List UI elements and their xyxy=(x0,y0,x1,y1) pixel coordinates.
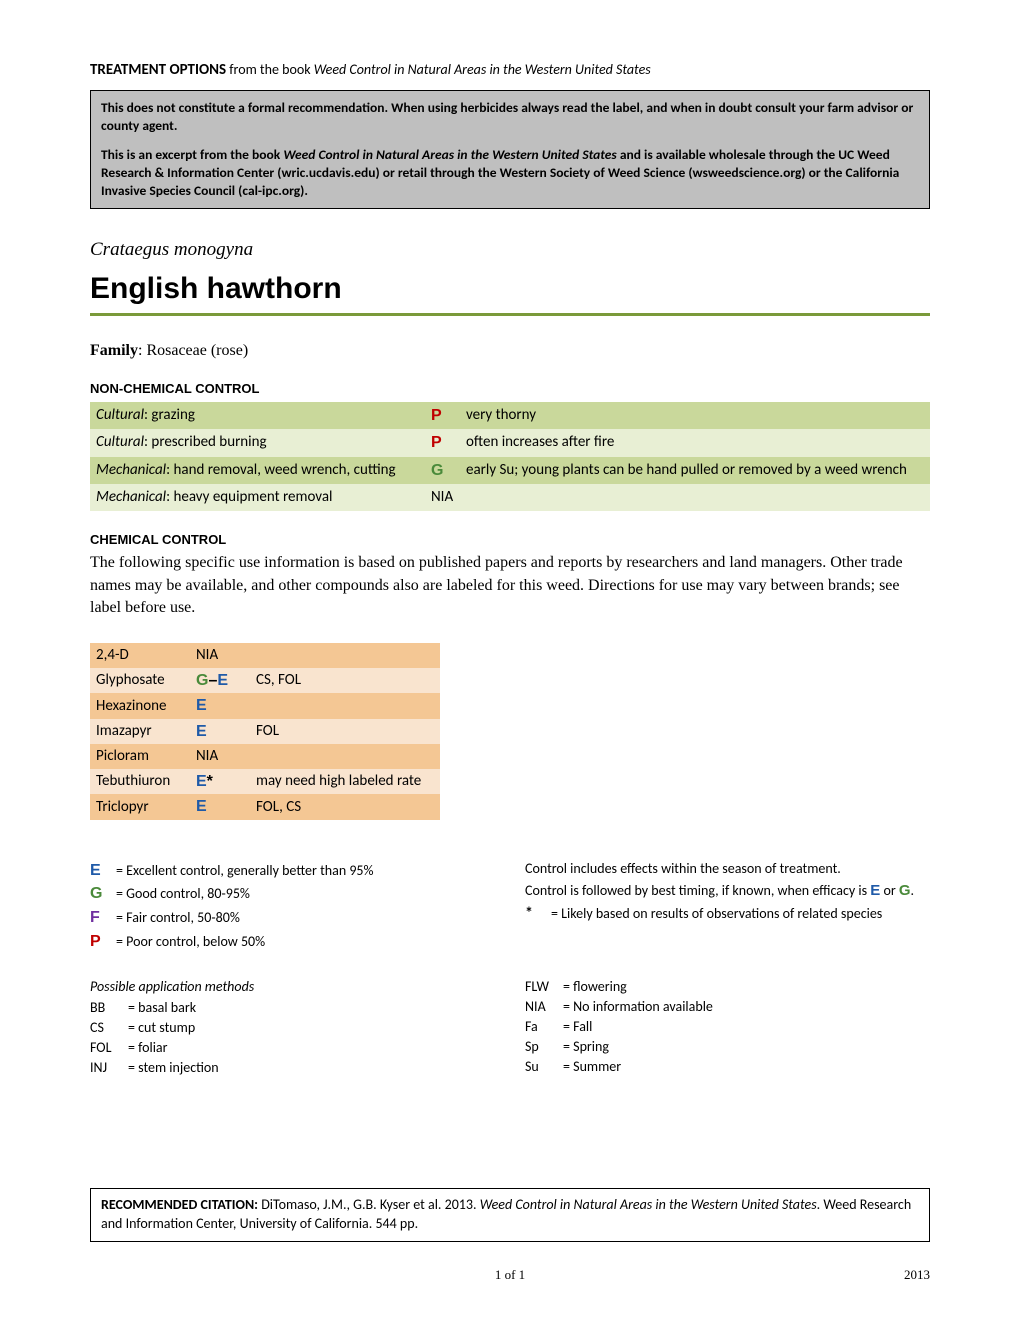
legend-item: P= Poor control, below 50% xyxy=(90,931,495,953)
table-row: ImazapyrEFOL xyxy=(90,719,440,745)
table-row: Mechanical: hand removal, weed wrench, c… xyxy=(90,457,930,485)
star-icon: * xyxy=(525,903,551,925)
header-rest: from the book xyxy=(226,61,314,78)
table-row: GlyphosateG–ECS, FOL xyxy=(90,668,440,694)
disclaimer-p1: This does not constitute a formal recomm… xyxy=(101,99,919,135)
table-row: TriclopyrEFOL, CS xyxy=(90,794,440,820)
nonchem-heading: NON-CHEMICAL CONTROL xyxy=(90,380,930,398)
table-row: HexazinoneE xyxy=(90,693,440,719)
legend-item: G= Good control, 80-95% xyxy=(90,883,495,905)
header-italic: Weed Control in Natural Areas in the Wes… xyxy=(314,61,651,78)
citation-box: RECOMMENDED CITATION: DiTomaso, J.M., G.… xyxy=(90,1188,930,1242)
chem-intro: The following specific use information i… xyxy=(90,552,930,619)
page-footer: 1 of 1 2013 xyxy=(90,1266,930,1284)
header-line: TREATMENT OPTIONS from the book Weed Con… xyxy=(90,60,930,80)
header-bold: TREATMENT OPTIONS xyxy=(90,61,226,79)
scientific-name: Crataegus monogyna xyxy=(90,237,930,263)
footer-year: 2013 xyxy=(904,1266,930,1284)
table-row: TebuthiuronE*may need high labeled rate xyxy=(90,769,440,795)
app-left: Possible application methods BB= basal b… xyxy=(90,978,495,1078)
family-line: Family: Rosaceae (rose) xyxy=(90,340,930,362)
app-right: FLW= floweringNIA= No information availa… xyxy=(525,978,930,1078)
legend-item: F= Fair control, 50-80% xyxy=(90,907,495,929)
disclaimer-p2: This is an excerpt from the book Weed Co… xyxy=(101,146,919,201)
legend-item: E= Excellent control, generally better t… xyxy=(90,860,495,882)
table-row: Cultural: prescribed burningPoften incre… xyxy=(90,429,930,457)
chem-table: 2,4-DNIAGlyphosateG–ECS, FOLHexazinoneEI… xyxy=(90,643,440,819)
common-name: English hawthorn xyxy=(90,269,930,317)
page-number: 1 of 1 xyxy=(495,1266,525,1284)
table-row: PicloramNIA xyxy=(90,744,440,768)
legend-left: E= Excellent control, generally better t… xyxy=(90,860,495,954)
legend-block: E= Excellent control, generally better t… xyxy=(90,860,930,954)
nonchem-table: Cultural: grazingPvery thornyCultural: p… xyxy=(90,402,930,511)
chem-heading: CHEMICAL CONTROL xyxy=(90,531,930,549)
legend-right: Control includes effects within the seas… xyxy=(525,860,930,954)
disclaimer-box: This does not constitute a formal recomm… xyxy=(90,90,930,209)
table-row: Mechanical: heavy equipment removalNIA xyxy=(90,484,930,510)
app-methods: Possible application methods BB= basal b… xyxy=(90,978,930,1078)
table-row: 2,4-DNIA xyxy=(90,643,440,667)
table-row: Cultural: grazingPvery thorny xyxy=(90,402,930,430)
